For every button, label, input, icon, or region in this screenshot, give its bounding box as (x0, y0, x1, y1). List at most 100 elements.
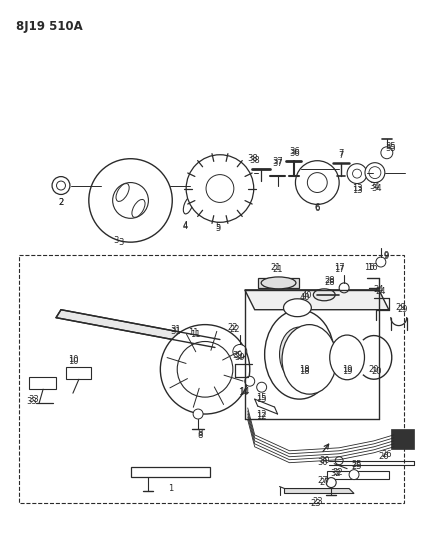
Text: 17: 17 (334, 263, 344, 272)
Circle shape (233, 344, 247, 358)
Text: 27: 27 (319, 478, 330, 487)
Circle shape (365, 163, 385, 183)
Ellipse shape (279, 327, 319, 382)
Text: 6: 6 (315, 203, 320, 212)
Circle shape (177, 342, 233, 397)
Text: 20: 20 (369, 365, 379, 374)
Text: 22: 22 (230, 325, 240, 334)
Text: 35: 35 (385, 144, 396, 154)
Ellipse shape (261, 277, 296, 289)
Text: 7: 7 (338, 151, 344, 160)
Circle shape (381, 147, 393, 159)
Text: 29: 29 (398, 305, 408, 314)
Text: 14: 14 (240, 386, 250, 395)
Circle shape (369, 167, 381, 179)
Text: 32: 32 (330, 469, 341, 478)
Text: 21: 21 (271, 263, 281, 272)
Text: 38: 38 (249, 156, 260, 165)
Text: 1: 1 (168, 484, 173, 493)
Text: 34: 34 (372, 184, 382, 193)
Ellipse shape (265, 310, 334, 399)
Text: 25: 25 (352, 460, 362, 469)
Polygon shape (66, 367, 91, 379)
Text: 28: 28 (324, 278, 335, 287)
Text: 39: 39 (233, 351, 243, 360)
Text: 13: 13 (352, 186, 362, 195)
Text: 33: 33 (28, 394, 38, 403)
Text: 15: 15 (257, 394, 267, 403)
Text: 4: 4 (183, 222, 188, 231)
Text: 36: 36 (289, 149, 300, 158)
Polygon shape (258, 278, 300, 288)
Circle shape (89, 159, 172, 242)
Circle shape (186, 155, 254, 222)
Circle shape (347, 164, 367, 183)
Text: 34: 34 (370, 182, 380, 191)
Text: 8: 8 (197, 430, 203, 438)
Circle shape (339, 283, 349, 293)
Text: 4: 4 (183, 221, 188, 230)
Circle shape (113, 183, 149, 219)
Text: 9: 9 (383, 252, 389, 261)
Text: 37: 37 (272, 159, 283, 168)
Ellipse shape (330, 335, 365, 379)
Text: 10: 10 (68, 357, 78, 366)
Text: 2: 2 (58, 198, 64, 207)
Text: 12: 12 (257, 409, 267, 418)
Text: 39: 39 (235, 353, 245, 362)
Text: 9: 9 (383, 251, 389, 260)
Text: 24: 24 (373, 285, 384, 294)
Text: 31: 31 (170, 325, 181, 334)
Ellipse shape (313, 289, 335, 301)
Text: 38: 38 (247, 154, 258, 163)
Polygon shape (391, 429, 414, 449)
Text: 3: 3 (118, 238, 123, 247)
Polygon shape (284, 489, 354, 494)
Polygon shape (29, 377, 56, 389)
Text: 26: 26 (379, 452, 389, 461)
Text: 27: 27 (317, 476, 327, 485)
Text: 16: 16 (367, 263, 377, 272)
Text: 36: 36 (289, 147, 300, 156)
Ellipse shape (116, 183, 129, 201)
Text: 30: 30 (317, 458, 327, 467)
Text: 40: 40 (302, 292, 313, 300)
Text: 40: 40 (299, 293, 310, 302)
Text: 20: 20 (372, 367, 382, 376)
Text: 15: 15 (257, 393, 267, 402)
Circle shape (193, 409, 203, 419)
Text: 5: 5 (215, 224, 221, 233)
Text: 30: 30 (319, 456, 330, 465)
Text: 11: 11 (190, 330, 200, 339)
Polygon shape (245, 290, 389, 310)
Circle shape (52, 176, 70, 195)
Text: 13: 13 (352, 184, 362, 193)
Circle shape (376, 257, 386, 267)
Text: 3: 3 (113, 236, 118, 245)
Text: 8J19 510A: 8J19 510A (16, 20, 83, 33)
Text: 12: 12 (257, 411, 267, 421)
Circle shape (245, 376, 255, 386)
Circle shape (352, 169, 362, 178)
Ellipse shape (284, 299, 311, 317)
Circle shape (349, 470, 359, 480)
Circle shape (257, 382, 267, 392)
Text: 21: 21 (272, 265, 283, 274)
Text: 29: 29 (395, 303, 406, 312)
Circle shape (206, 175, 234, 203)
Text: 18: 18 (299, 367, 310, 376)
Text: 22: 22 (227, 323, 238, 332)
Text: 2: 2 (58, 198, 64, 207)
Text: 37: 37 (272, 157, 283, 166)
Circle shape (295, 161, 339, 205)
Text: 17: 17 (334, 265, 344, 274)
Polygon shape (130, 467, 210, 477)
Text: 28: 28 (324, 277, 335, 285)
Polygon shape (327, 471, 389, 479)
Text: 32: 32 (332, 468, 343, 477)
Circle shape (307, 173, 327, 192)
Text: 25: 25 (352, 462, 362, 471)
Text: 8: 8 (197, 431, 203, 440)
Text: 14: 14 (238, 387, 249, 397)
Text: 19: 19 (342, 367, 352, 376)
